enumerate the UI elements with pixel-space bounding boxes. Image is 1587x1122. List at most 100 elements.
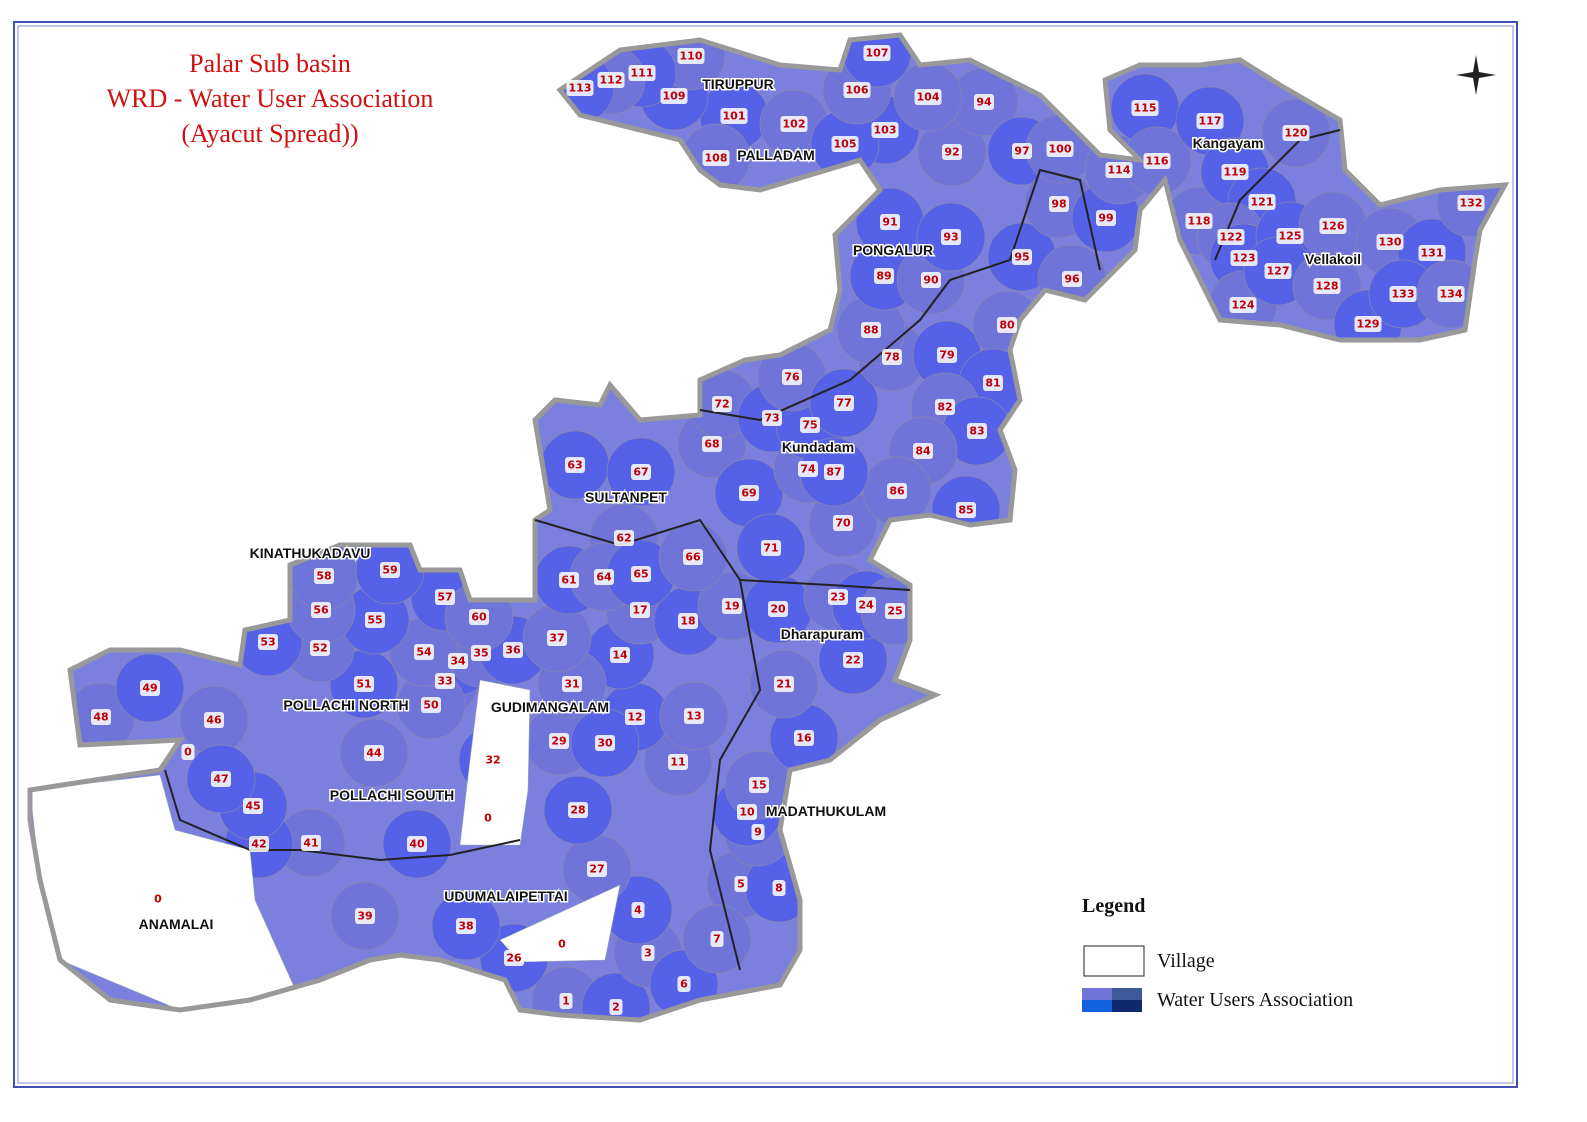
zone-label: 107	[866, 47, 889, 60]
zone-label: 37	[549, 632, 564, 645]
zone-label: 84	[915, 445, 931, 458]
boundary	[699, 168, 1101, 422]
zone-label-box	[435, 673, 455, 689]
legend-swatch	[1083, 945, 1145, 977]
zone-label-box	[1457, 195, 1485, 211]
zone-label: 123	[1233, 252, 1256, 265]
zone-label: 21	[776, 678, 791, 691]
zone-label: 101	[723, 110, 746, 123]
zone-label-box	[481, 810, 495, 826]
boundary	[164, 769, 521, 862]
zone-label: 8	[775, 882, 783, 895]
zone-label: 49	[142, 682, 157, 695]
zone-label-box	[595, 735, 615, 751]
zone-label-box	[1354, 316, 1382, 332]
zone-label-box	[937, 347, 957, 363]
zone-label: 70	[835, 517, 851, 530]
place-label: ANAMALAI	[139, 916, 214, 932]
zone-label: 20	[770, 603, 786, 616]
zone-label: 24	[858, 599, 874, 612]
zone-label: 16	[796, 732, 812, 745]
zone-label: 83	[969, 425, 984, 438]
legend-title: Legend	[1082, 895, 1145, 917]
zone-label-box	[249, 836, 269, 852]
zone-label: 120	[1285, 127, 1308, 140]
zone-label: 130	[1379, 236, 1402, 249]
zone-label: 81	[985, 377, 1000, 390]
title-line: (Ayacut Spread))	[181, 119, 358, 148]
zone-label: 115	[1134, 102, 1157, 115]
title-line: Palar Sub basin	[189, 49, 351, 78]
zone-label-box	[631, 464, 651, 480]
zone-label: 46	[206, 714, 222, 727]
zone-label-box	[407, 836, 427, 852]
place-label: SULTANPET	[585, 489, 667, 505]
zone-label-box	[365, 612, 385, 628]
zone-label: 92	[944, 146, 959, 159]
zone-label-box	[1217, 229, 1245, 245]
zone-label: 113	[569, 82, 592, 95]
zone-label: 63	[567, 459, 582, 472]
zone-label: 114	[1108, 164, 1131, 177]
zone-label: 39	[357, 910, 372, 923]
zone-label-box	[678, 613, 698, 629]
zone-label-box	[562, 676, 582, 692]
place-label: PONGALUR	[853, 242, 933, 258]
zone-label: 105	[834, 138, 857, 151]
place-labels: TIRUPPUR PALLADAM PONGALUR Kangayam Vellakoi…	[137, 75, 1362, 934]
zone-label: 7	[713, 933, 721, 946]
zone-label: 58	[316, 570, 331, 583]
zone-label-box	[861, 322, 881, 338]
boundary	[534, 518, 911, 591]
zone-label-box	[997, 317, 1017, 333]
zone-label-box	[722, 598, 742, 614]
zone-label: 50	[423, 699, 439, 712]
zone-label: 45	[245, 800, 260, 813]
zone-label-box	[863, 45, 891, 61]
zone-label-box	[780, 116, 808, 132]
zone-label-box	[1264, 263, 1292, 279]
zone-label: 116	[1146, 155, 1169, 168]
zone-label: 68	[704, 438, 719, 451]
zone-label-box	[1282, 125, 1310, 141]
zone-label: 126	[1322, 220, 1345, 233]
zone-label: 89	[876, 270, 891, 283]
zone-label: 22	[845, 654, 860, 667]
zone-label-box	[504, 950, 524, 966]
zone-label-box	[555, 936, 569, 952]
zone-label: 99	[1098, 212, 1113, 225]
zone-label-box	[1012, 143, 1032, 159]
zone-label: 59	[382, 564, 397, 577]
zone-label-box	[774, 676, 794, 692]
compass	[1456, 55, 1496, 95]
zone-label-box	[720, 108, 748, 124]
zone-label-box	[734, 876, 748, 892]
zone-label: 4	[634, 904, 642, 917]
zone-label: 2	[612, 1001, 620, 1014]
place-label: POLLACHI NORTH	[283, 697, 408, 713]
zone-label: 55	[367, 614, 382, 627]
zone-label-box	[631, 902, 645, 918]
zone-label: 131	[1421, 247, 1444, 260]
zone-label: 118	[1188, 215, 1211, 228]
zone-label: 12	[627, 711, 642, 724]
zone-label-box	[1046, 141, 1074, 157]
zone-label-box	[631, 566, 651, 582]
zone-label: 13	[686, 710, 701, 723]
zone-label: 122	[1220, 231, 1243, 244]
zone-label-box	[677, 976, 691, 992]
zone-label-box	[967, 423, 987, 439]
zone-label-box	[181, 744, 195, 760]
place-label: UDUMALAIPETTAI	[444, 888, 567, 904]
zone-label-box	[1230, 250, 1258, 266]
place-label: Vellakoil	[1305, 251, 1361, 267]
zone-label-box	[630, 602, 650, 618]
zone-label: 100	[1049, 143, 1072, 156]
zone-label-box	[310, 640, 330, 656]
zone-label: 132	[1460, 197, 1483, 210]
zone-label-box	[887, 483, 907, 499]
zone-label: 41	[303, 837, 318, 850]
zone-label-box	[1131, 100, 1159, 116]
zone-label: 54	[416, 646, 432, 659]
zone-label: 53	[260, 636, 275, 649]
